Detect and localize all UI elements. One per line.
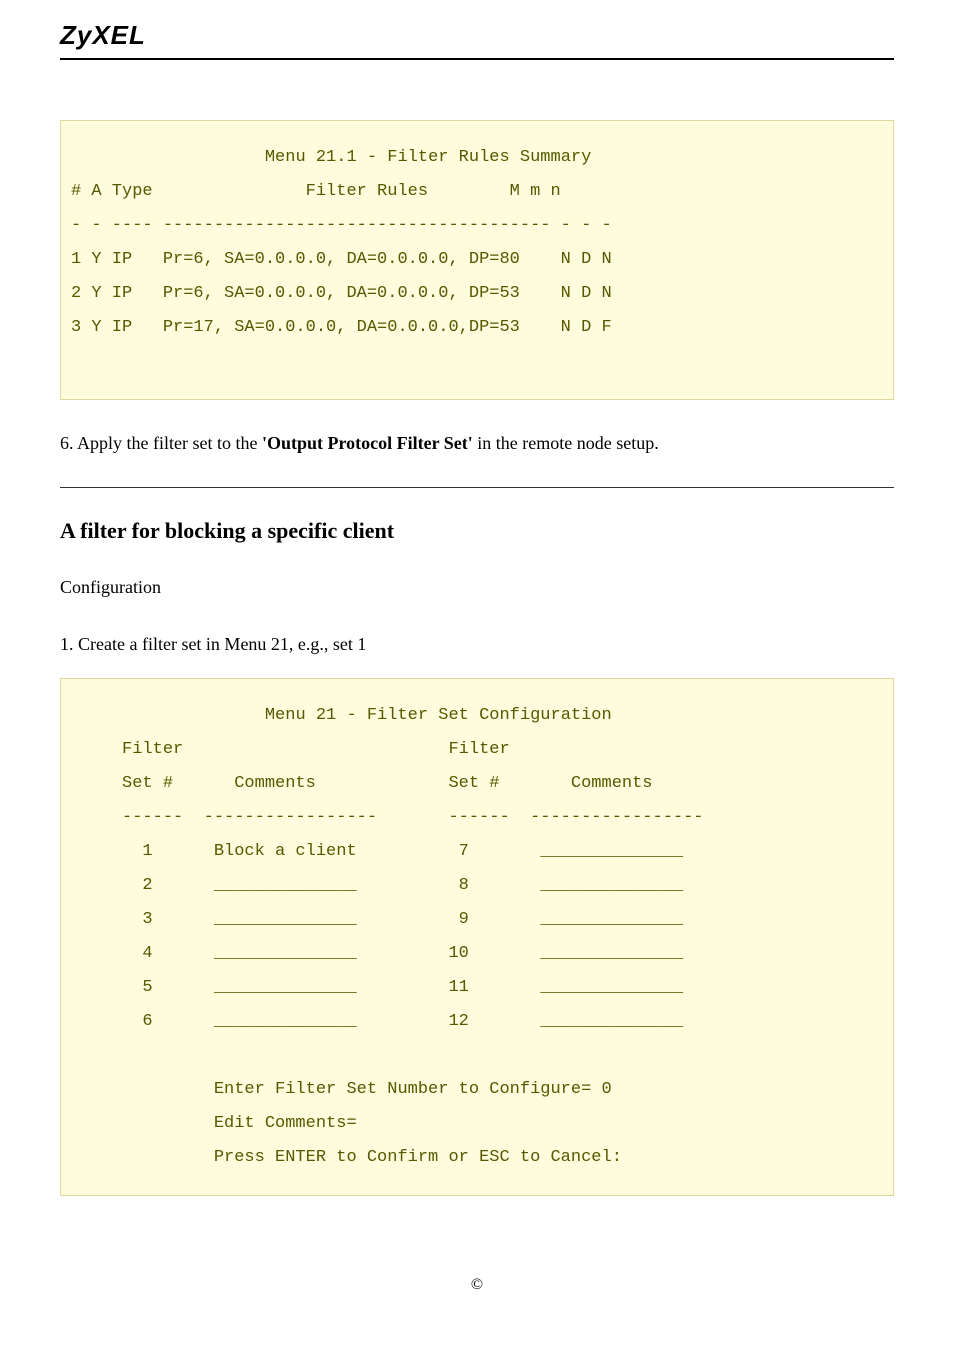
page-header: ZyXEL	[0, 0, 954, 56]
filter-rules-summary-block: Menu 21.1 - Filter Rules Summary # A Typ…	[60, 120, 894, 400]
block1-row-2: 2 Y IP Pr=6, SA=0.0.0.0, DA=0.0.0.0, DP=…	[71, 284, 612, 303]
block2-row-5: 5 ______________ 11 ______________	[71, 978, 683, 997]
copyright-symbol: ©	[471, 1276, 483, 1293]
section-title: A filter for blocking a specific client	[60, 518, 894, 544]
configuration-label: Configuration	[60, 574, 894, 601]
section-divider	[60, 487, 894, 488]
page-content: Menu 21.1 - Filter Rules Summary # A Typ…	[0, 60, 954, 1256]
block2-footer-2: Edit Comments=	[71, 1114, 357, 1133]
block2-title: Menu 21 - Filter Set Configuration	[265, 706, 612, 725]
page-footer: ©	[0, 1256, 954, 1314]
filter-set-config-block: Menu 21 - Filter Set Configuration Filte…	[60, 678, 894, 1196]
block2-colheader1: Filter Filter	[71, 740, 510, 759]
step-6-text: 6. Apply the filter set to the 'Output P…	[60, 430, 894, 457]
block1-divider: - - ---- -------------------------------…	[71, 216, 612, 235]
step6-bold: 'Output Protocol Filter Set'	[262, 433, 473, 453]
block1-row-3: 3 Y IP Pr=17, SA=0.0.0.0, DA=0.0.0.0,DP=…	[71, 318, 612, 337]
block2-footer-3: Press ENTER to Confirm or ESC to Cancel:	[71, 1148, 622, 1167]
block1-title: Menu 21.1 - Filter Rules Summary	[265, 148, 591, 167]
block2-row-4: 4 ______________ 10 ______________	[71, 944, 683, 963]
step6-prefix: 6. Apply the filter set to the	[60, 433, 262, 453]
brand-logo: ZyXEL	[60, 20, 146, 50]
block1-row-1: 1 Y IP Pr=6, SA=0.0.0.0, DA=0.0.0.0, DP=…	[71, 250, 612, 269]
block1-header-row: # A Type Filter Rules M m n	[71, 182, 561, 201]
block2-footer-1: Enter Filter Set Number to Configure= 0	[71, 1080, 612, 1099]
block2-row-1: 1 Block a client 7 ______________	[71, 842, 683, 861]
step6-suffix: in the remote node setup.	[473, 433, 659, 453]
block2-colheader2: Set # Comments Set # Comments	[71, 774, 653, 793]
block2-coldivider: ------ ----------------- ------ --------…	[71, 808, 704, 827]
step-1-text: 1. Create a filter set in Menu 21, e.g.,…	[60, 631, 894, 658]
block2-row-3: 3 ______________ 9 ______________	[71, 910, 683, 929]
block2-row-2: 2 ______________ 8 ______________	[71, 876, 683, 895]
block2-row-6: 6 ______________ 12 ______________	[71, 1012, 683, 1031]
